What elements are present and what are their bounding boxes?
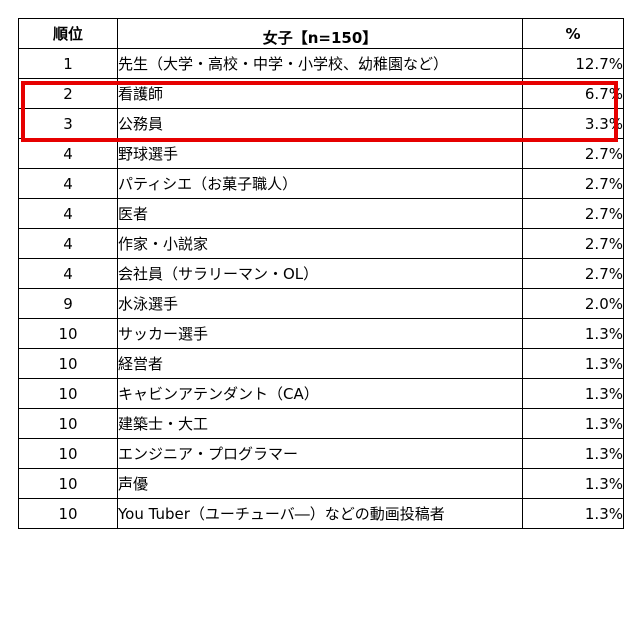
job-cell: 先生（大学・高校・中学・小学校、幼稚園など） <box>117 48 523 79</box>
job-cell: 看護師 <box>117 78 523 109</box>
job-cell: 公務員 <box>117 108 523 139</box>
job-cell: 経営者 <box>117 348 523 379</box>
percent-cell: 1.3% <box>522 348 624 379</box>
rank-cell: 3 <box>18 108 118 139</box>
header-group: 女子【n=150】 <box>117 18 523 49</box>
table-row: 4 作家・小説家 2.7% <box>18 228 624 259</box>
percent-cell: 1.3% <box>522 498 624 529</box>
table-body: 1 先生（大学・高校・中学・小学校、幼稚園など） 12.7% 2 看護師 6.7… <box>18 48 624 529</box>
ranking-table: 順位 女子【n=150】 % 1 先生（大学・高校・中学・小学校、幼稚園など） … <box>18 18 624 529</box>
rank-cell: 10 <box>18 438 118 469</box>
rank-cell: 10 <box>18 408 118 439</box>
percent-cell: 2.0% <box>522 288 624 319</box>
job-cell: 医者 <box>117 198 523 229</box>
job-cell: キャビンアテンダント（CA） <box>117 378 523 409</box>
percent-cell: 1.3% <box>522 318 624 349</box>
percent-cell: 2.7% <box>522 228 624 259</box>
rank-cell: 10 <box>18 498 118 529</box>
rank-cell: 10 <box>18 378 118 409</box>
percent-cell: 2.7% <box>522 138 624 169</box>
percent-cell: 6.7% <box>522 78 624 109</box>
table-row: 4 医者 2.7% <box>18 198 624 229</box>
table-row: 4 野球選手 2.7% <box>18 138 624 169</box>
job-cell: 水泳選手 <box>117 288 523 319</box>
rank-cell: 1 <box>18 48 118 79</box>
percent-cell: 12.7% <box>522 48 624 79</box>
rank-cell: 9 <box>18 288 118 319</box>
table-row: 9 水泳選手 2.0% <box>18 288 624 319</box>
job-cell: 建築士・大工 <box>117 408 523 439</box>
job-cell: 作家・小説家 <box>117 228 523 259</box>
table-header-row: 順位 女子【n=150】 % <box>18 18 624 49</box>
rank-cell: 4 <box>18 198 118 229</box>
percent-cell: 2.7% <box>522 258 624 289</box>
job-cell: You Tuber（ユーチューバ―）などの動画投稿者 <box>117 498 523 529</box>
header-rank: 順位 <box>18 18 118 49</box>
job-cell: 会社員（サラリーマン・OL） <box>117 258 523 289</box>
percent-cell: 1.3% <box>522 468 624 499</box>
table-row: 10 キャビンアテンダント（CA） 1.3% <box>18 378 624 409</box>
table-row: 1 先生（大学・高校・中学・小学校、幼稚園など） 12.7% <box>18 48 624 79</box>
table-row: 10 サッカー選手 1.3% <box>18 318 624 349</box>
table-row: 2 看護師 6.7% <box>18 78 624 109</box>
percent-cell: 2.7% <box>522 198 624 229</box>
job-cell: エンジニア・プログラマー <box>117 438 523 469</box>
rank-cell: 4 <box>18 228 118 259</box>
rank-cell: 10 <box>18 318 118 349</box>
rank-cell: 4 <box>18 258 118 289</box>
table-row: 4 会社員（サラリーマン・OL） 2.7% <box>18 258 624 289</box>
table-row: 10 建築士・大工 1.3% <box>18 408 624 439</box>
job-cell: 野球選手 <box>117 138 523 169</box>
rank-cell: 10 <box>18 348 118 379</box>
rank-cell: 10 <box>18 468 118 499</box>
rank-cell: 4 <box>18 168 118 199</box>
header-percent: % <box>522 18 624 49</box>
percent-cell: 2.7% <box>522 168 624 199</box>
percent-cell: 3.3% <box>522 108 624 139</box>
rank-cell: 2 <box>18 78 118 109</box>
table-row: 10 声優 1.3% <box>18 468 624 499</box>
table-row: 10 エンジニア・プログラマー 1.3% <box>18 438 624 469</box>
table-row: 10 You Tuber（ユーチューバ―）などの動画投稿者 1.3% <box>18 498 624 529</box>
table-row: 4 パティシエ（お菓子職人） 2.7% <box>18 168 624 199</box>
table-row: 3 公務員 3.3% <box>18 108 624 139</box>
job-cell: パティシエ（お菓子職人） <box>117 168 523 199</box>
job-cell: 声優 <box>117 468 523 499</box>
rank-cell: 4 <box>18 138 118 169</box>
percent-cell: 1.3% <box>522 408 624 439</box>
table-row: 10 経営者 1.3% <box>18 348 624 379</box>
percent-cell: 1.3% <box>522 378 624 409</box>
percent-cell: 1.3% <box>522 438 624 469</box>
job-cell: サッカー選手 <box>117 318 523 349</box>
